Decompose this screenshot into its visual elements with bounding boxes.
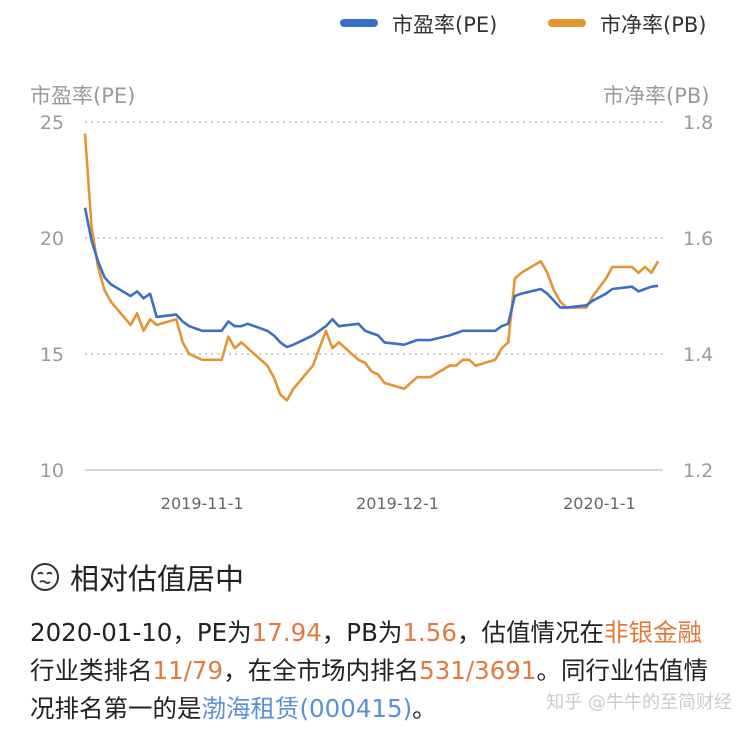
summary-text: ，在全市场内排名 bbox=[223, 656, 420, 685]
industry-name: 非银金融 bbox=[603, 618, 702, 647]
market-rank: 531/3691 bbox=[419, 656, 537, 685]
industry-rank: 11/79 bbox=[152, 656, 224, 685]
summary-title: 相对估值居中 bbox=[70, 562, 245, 596]
y-left-tick: 20 bbox=[40, 228, 64, 250]
y-left-tick: 25 bbox=[40, 112, 64, 134]
summary-text: ，估值情况在 bbox=[456, 618, 604, 647]
series-line-pe bbox=[83, 207, 659, 349]
summary-date: 2020-01-10 bbox=[30, 618, 173, 647]
legend-pe-swatch bbox=[340, 19, 378, 27]
x-tick: 2019-11-1 bbox=[161, 494, 244, 513]
summary-text: ，PB为 bbox=[321, 618, 403, 647]
pb-value: 1.56 bbox=[402, 618, 457, 647]
y-right-tick: 1.4 bbox=[683, 344, 713, 366]
valuation-chart: 市盈率(PE) 市净率(PB) 市盈率(PE) 市净率(PB) 25 20 15… bbox=[30, 13, 713, 513]
y-right-tick: 1.6 bbox=[683, 228, 713, 250]
legend: 市盈率(PE) 市净率(PB) bbox=[340, 13, 706, 37]
summary-text: 。同行业估值情况排名第一的是 bbox=[30, 656, 708, 723]
y-right-tick: 1.8 bbox=[683, 112, 713, 134]
y-left-tick: 10 bbox=[40, 460, 64, 482]
pe-value: 17.94 bbox=[251, 618, 322, 647]
summary-text: 。 bbox=[412, 694, 437, 723]
summary-text: ，PE为 bbox=[172, 618, 252, 647]
top-company-link[interactable]: 渤海租赁(000415) bbox=[201, 694, 413, 723]
x-tick: 2019-12-1 bbox=[356, 494, 439, 513]
legend-pb-swatch bbox=[548, 19, 586, 27]
y-left-ticks: 25 20 15 10 bbox=[40, 112, 64, 482]
y-right-axis-title: 市净率(PB) bbox=[603, 84, 709, 108]
legend-pe-label: 市盈率(PE) bbox=[392, 13, 497, 37]
legend-pb-label: 市净率(PB) bbox=[600, 13, 706, 37]
y-left-tick: 15 bbox=[40, 344, 64, 366]
watermark: 知乎 @牛牛的至简财经 bbox=[546, 692, 732, 713]
y-right-tick: 1.2 bbox=[683, 460, 713, 482]
valuation-summary: 相对估值居中 2020-01-10，PE为17.94，PB为1.56，估值情况在… bbox=[30, 552, 730, 728]
neutral-face-icon bbox=[31, 563, 59, 591]
series-lines bbox=[83, 133, 660, 402]
series-line-pb bbox=[83, 133, 660, 402]
gridlines bbox=[85, 121, 663, 471]
x-tick: 2020-1-1 bbox=[563, 494, 636, 513]
y-right-ticks: 1.8 1.6 1.4 1.2 bbox=[683, 112, 713, 482]
summary-paragraph: 2020-01-10，PE为17.94，PB为1.56，估值情况在非银金融行业类… bbox=[30, 614, 720, 728]
y-left-axis-title: 市盈率(PE) bbox=[30, 84, 135, 108]
x-axis-ticks: 2019-11-1 2019-12-1 2020-1-1 bbox=[161, 494, 636, 513]
summary-text: 行业类排名 bbox=[30, 656, 153, 685]
summary-header: 相对估值居中 bbox=[30, 552, 730, 602]
